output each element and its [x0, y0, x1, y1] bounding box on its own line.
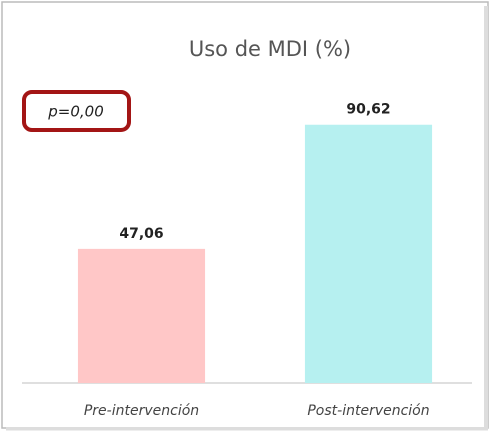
- chart-title: Uso de MDI (%): [189, 37, 351, 61]
- x-tick-label: Post-intervención: [307, 403, 429, 419]
- annotation-box: [22, 90, 131, 132]
- data-label: 47,06: [119, 226, 163, 242]
- bar: [304, 124, 433, 383]
- data-label: 90,62: [346, 102, 390, 118]
- annotation: p=0,00: [47, 103, 104, 121]
- x-tick-label: Pre-intervención: [84, 403, 199, 419]
- bar: [77, 248, 206, 383]
